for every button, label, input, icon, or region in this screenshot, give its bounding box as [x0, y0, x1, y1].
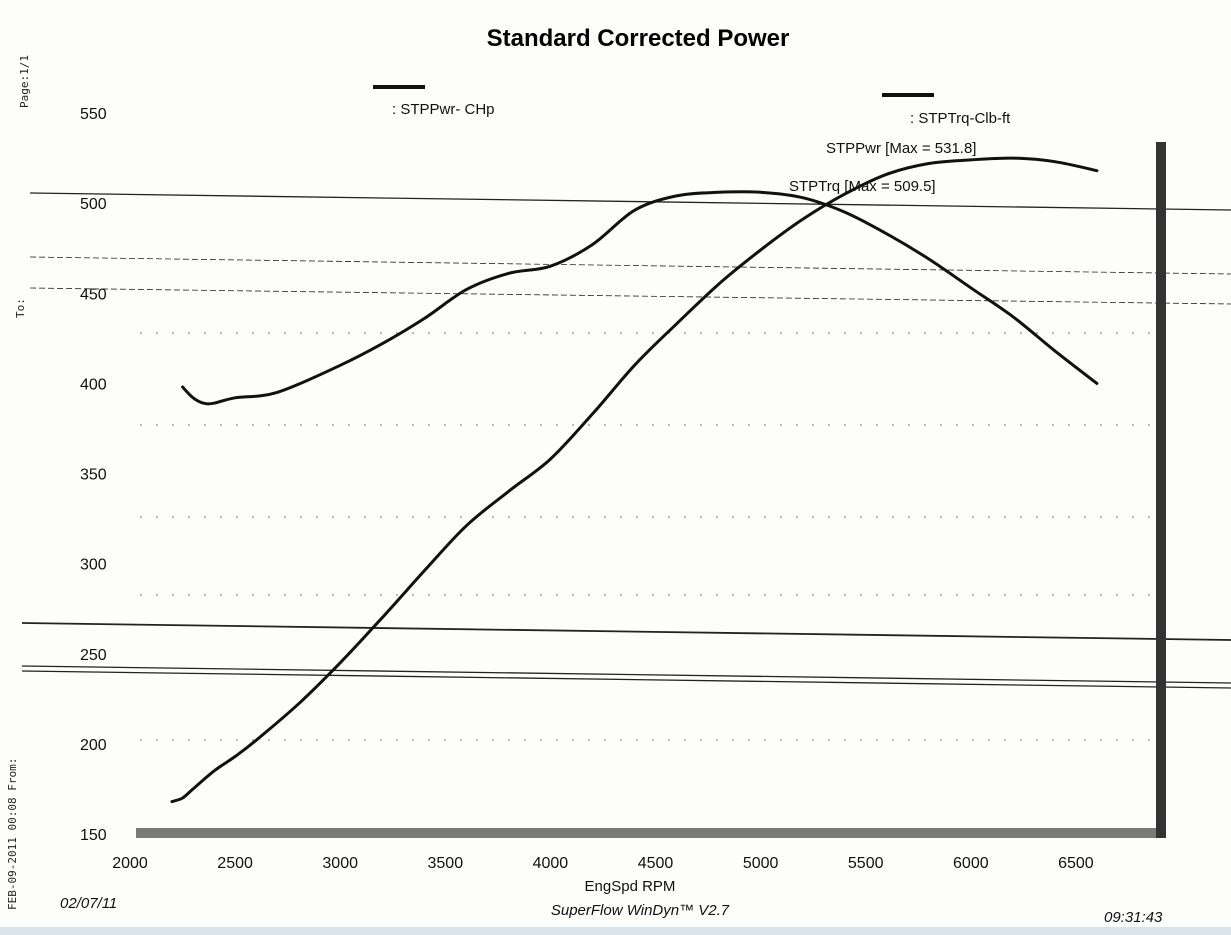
- series-line-stptrq: [181, 190, 1099, 406]
- bottom-band: [0, 927, 1231, 935]
- torque-max-annotation: STPTrq [Max = 509.5]: [789, 178, 936, 195]
- x-tick-label: 3000: [322, 855, 358, 872]
- legend-torque-label: : STPTrq-Clb-ft: [910, 110, 1011, 127]
- y-tick-label: 450: [80, 286, 107, 303]
- x-axis-label: EngSpd RPM: [585, 878, 676, 895]
- y-axis: 550 500 450 400 350 300 250 200 150: [80, 106, 107, 844]
- side-from-label: FEB-09-2011 00:08 From:: [6, 758, 19, 910]
- footer-time: 09:31:43: [1104, 909, 1163, 926]
- side-page-label: Page:1/1: [18, 55, 31, 108]
- scan-lines: [21, 192, 1231, 689]
- series-layer: [170, 156, 1099, 804]
- y-tick-label: 350: [80, 467, 107, 484]
- x-axis-band: [136, 828, 1160, 838]
- y-tick-label: 300: [80, 557, 107, 574]
- right-border: [1156, 142, 1166, 838]
- power-max-annotation: STPPwr [Max = 531.8]: [826, 140, 976, 157]
- y-tick-label: 550: [80, 106, 107, 123]
- x-tick-label: 5500: [848, 855, 884, 872]
- y-tick-label: 150: [80, 827, 107, 844]
- x-tick-label: 3500: [428, 855, 464, 872]
- x-axis: 2000 2500 3000 3500 4000 4500 5000 5500 6000 6500: [112, 855, 1094, 872]
- y-tick-label: 500: [80, 196, 107, 213]
- legend-power-label: : STPPwr- CHp: [392, 101, 495, 118]
- chart-title: Standard Corrected Power: [487, 25, 790, 52]
- y-tick-label: 250: [80, 647, 107, 664]
- x-tick-label: 4000: [533, 855, 569, 872]
- x-tick-label: 6500: [1058, 855, 1094, 872]
- x-tick-label: 2500: [217, 855, 253, 872]
- x-tick-label: 5000: [743, 855, 779, 872]
- y-tick-label: 400: [80, 376, 107, 393]
- side-to-label: To:: [14, 298, 27, 318]
- x-tick-label: 2000: [112, 855, 148, 872]
- footer-date: 02/07/11: [60, 895, 117, 912]
- dotted-gridlines: [140, 332, 1150, 741]
- footer-software: SuperFlow WinDyn™ V2.7: [551, 902, 730, 919]
- x-tick-label: 4500: [638, 855, 674, 872]
- x-tick-label: 6000: [953, 855, 989, 872]
- y-tick-label: 200: [80, 737, 107, 754]
- series-line-stppwr: [170, 156, 1099, 804]
